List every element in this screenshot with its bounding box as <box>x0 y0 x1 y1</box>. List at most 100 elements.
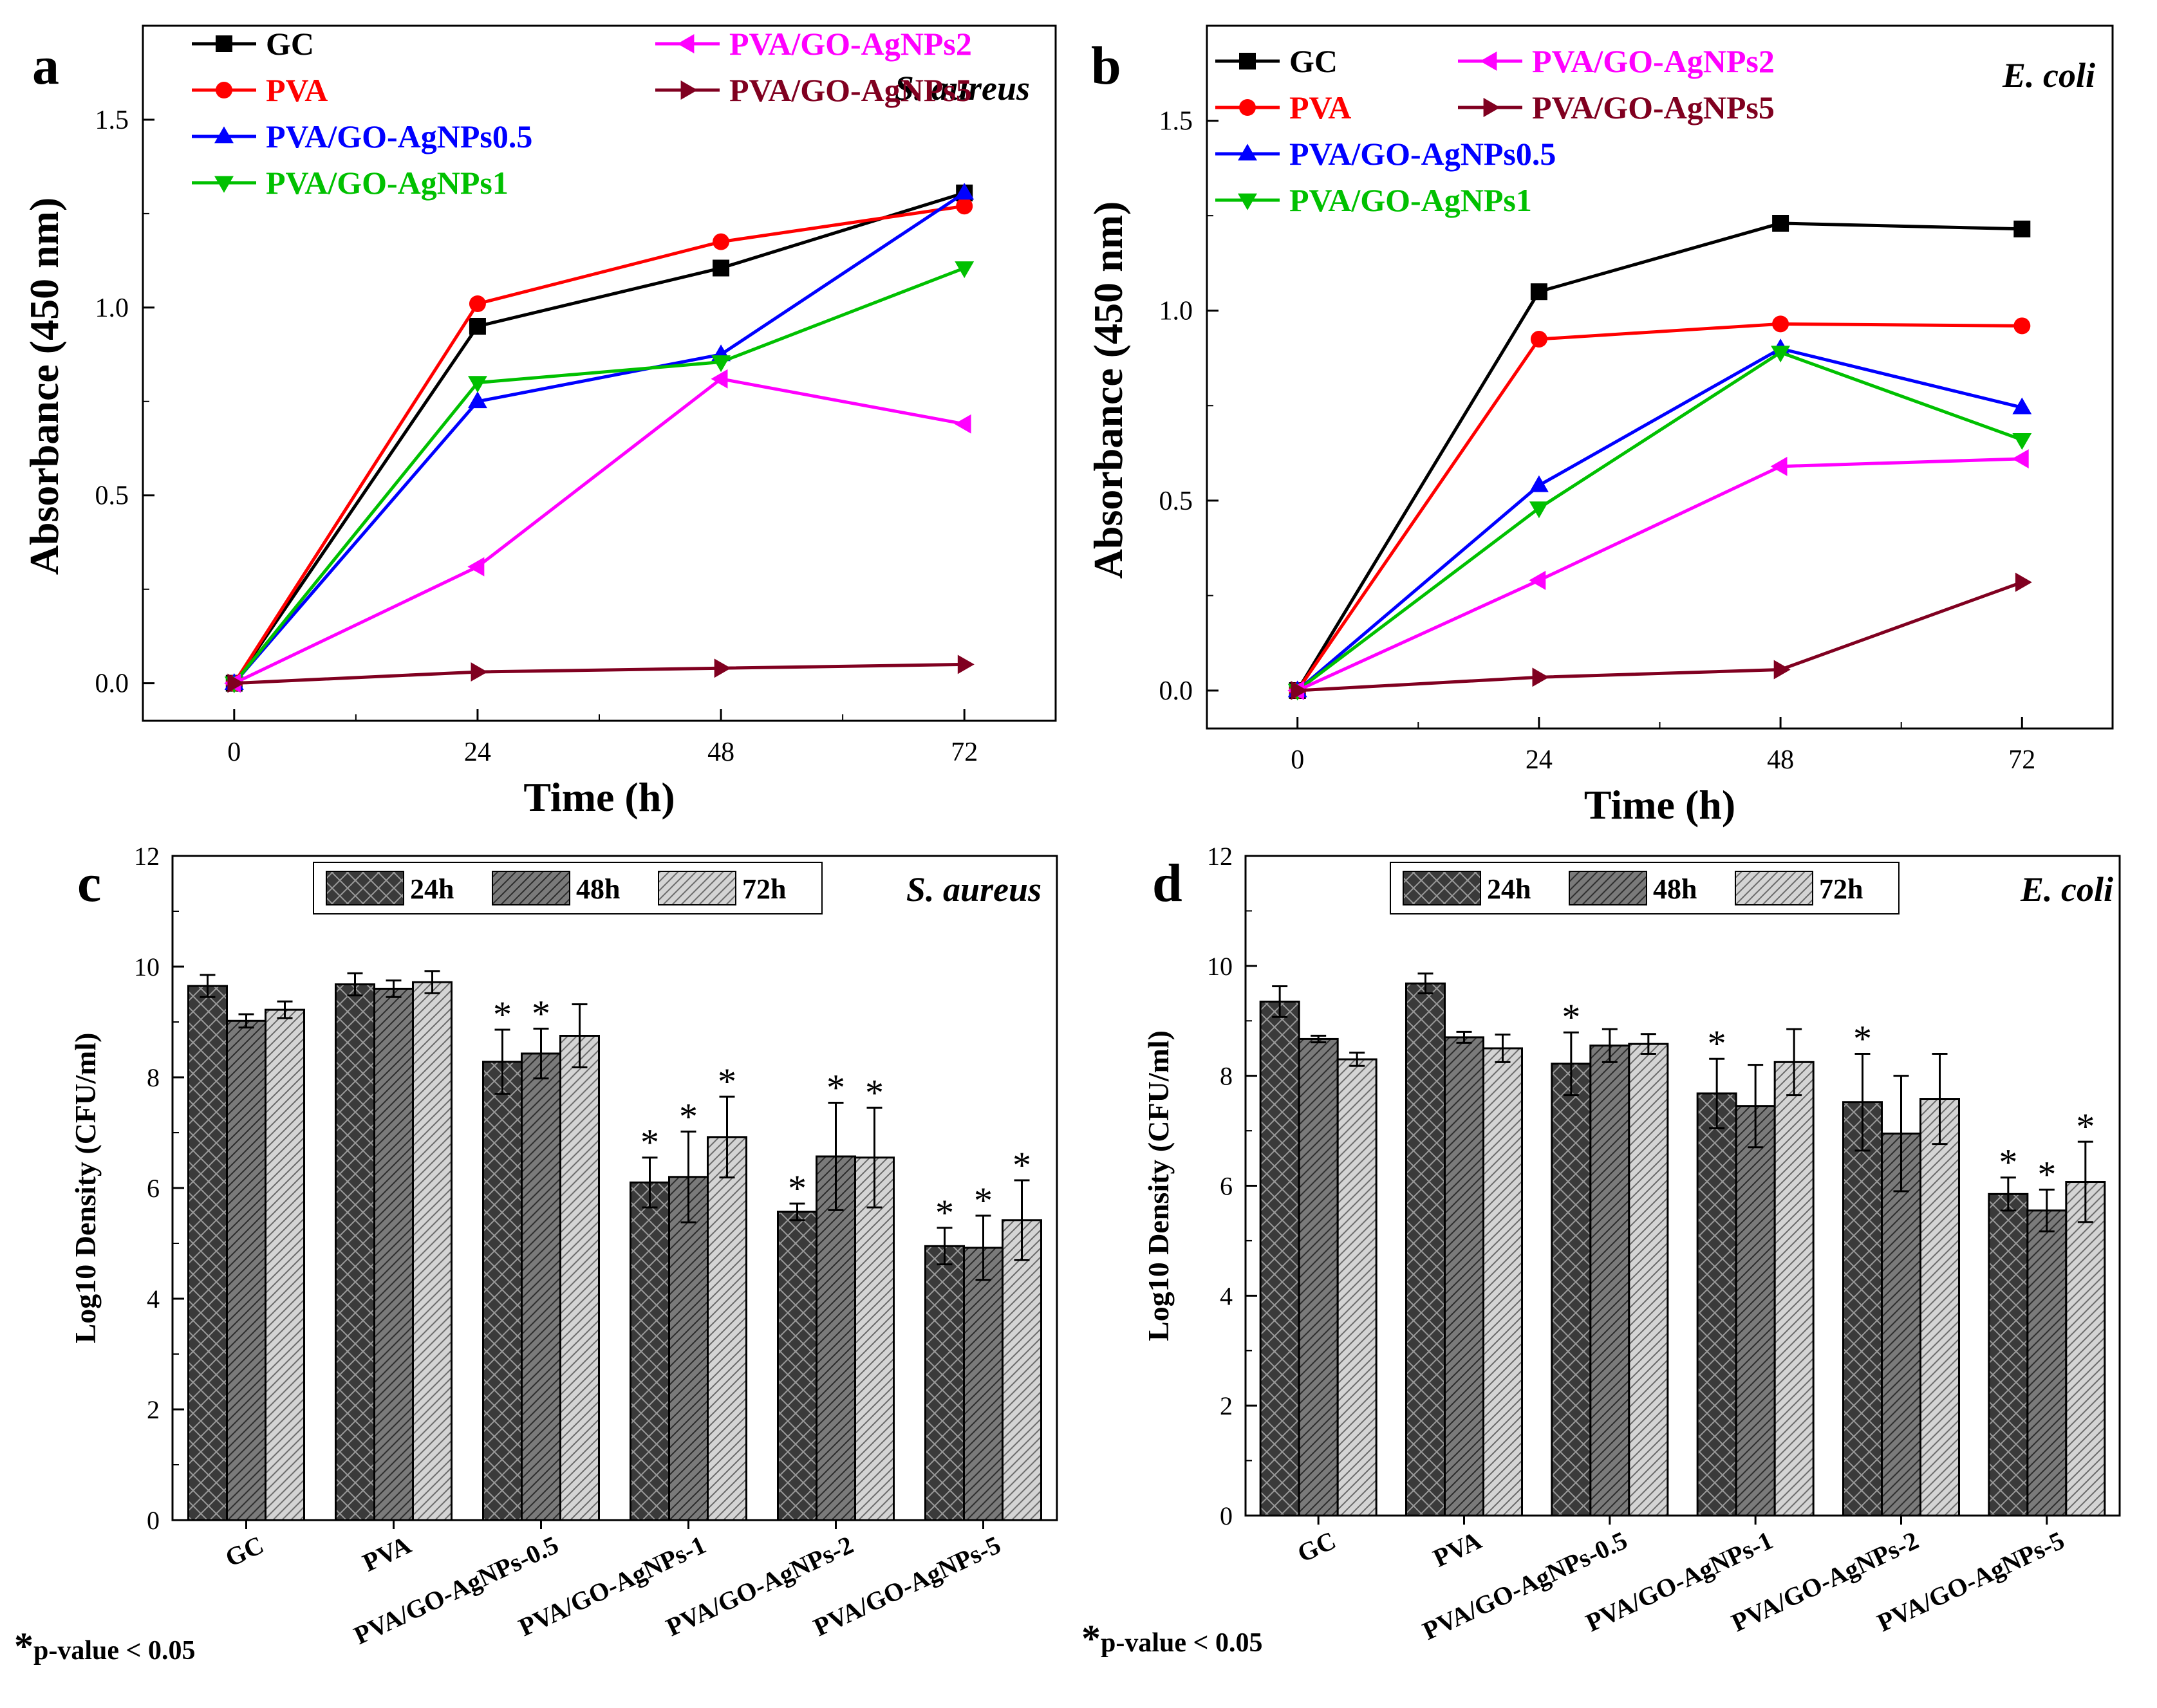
bar-24h <box>482 1061 523 1521</box>
data-point <box>714 658 731 678</box>
significance-star: * <box>1708 1023 1726 1064</box>
y-tick-label: 10 <box>134 952 160 981</box>
legend-label: PVA/GO-AgNPs1 <box>266 165 509 201</box>
y-tick-label: 0.5 <box>1159 487 1193 516</box>
legend-marker <box>216 82 232 98</box>
legend-swatch <box>658 871 736 905</box>
legend-marker <box>680 80 698 100</box>
y-tick-label: 4 <box>147 1285 160 1313</box>
bar-72h <box>1919 1098 1960 1517</box>
x-tick-label: GC <box>221 1530 268 1572</box>
y-tick-label: 4 <box>1220 1281 1233 1310</box>
bar-48h <box>1881 1132 1921 1517</box>
y-axis-label: Log10 Density (CFU/ml) <box>69 1033 102 1344</box>
footnote-d-text: p-value < 0.05 <box>1101 1628 1262 1658</box>
legend-swatch <box>1569 871 1647 905</box>
series-line-GC <box>232 191 965 685</box>
bar-72h <box>1773 1061 1815 1517</box>
legend-label: 48h <box>576 873 620 905</box>
bar-72h <box>559 1035 600 1521</box>
legend-swatch <box>1735 871 1813 905</box>
x-tick-label: 24 <box>1526 745 1553 775</box>
legend-marker <box>1239 53 1256 70</box>
data-point <box>713 233 730 250</box>
data-point <box>1771 346 1791 363</box>
panel-d-letter: d <box>1152 853 1182 913</box>
significance-star: * <box>1853 1018 1872 1060</box>
data-point <box>1530 283 1547 301</box>
legend-marker <box>214 176 234 193</box>
panel-a-letter: a <box>32 36 59 96</box>
x-tick-label: 48 <box>707 738 734 767</box>
legend-label: 24h <box>410 873 454 905</box>
data-point <box>956 198 973 215</box>
series-line-PVA-GO-AgNPs5 <box>1297 580 2023 692</box>
data-point <box>713 259 730 277</box>
bar-24h <box>187 985 228 1521</box>
bar-24h <box>1842 1101 1883 1517</box>
y-tick-label: 1.5 <box>1159 107 1193 136</box>
bar-48h <box>373 987 414 1521</box>
legend-label: 48h <box>1653 873 1697 905</box>
x-tick-label: PVA <box>358 1530 415 1577</box>
series-line-PVA-GO-AgNPs2 <box>1296 457 2022 692</box>
y-tick-label: 12 <box>134 842 160 871</box>
y-tick-label: 8 <box>147 1063 160 1092</box>
significance-star: * <box>788 1167 807 1209</box>
legend-label: 72h <box>742 873 786 905</box>
significance-star: * <box>1013 1144 1031 1186</box>
data-point <box>469 295 486 312</box>
panel-c-axes-frame <box>171 855 1058 1521</box>
legend-marker <box>677 34 695 53</box>
y-tick-label: 0 <box>1220 1501 1233 1530</box>
y-tick-label: 2 <box>147 1395 160 1424</box>
y-tick-label: 0.5 <box>95 481 129 511</box>
bar-72h <box>1628 1043 1669 1517</box>
data-point <box>2012 397 2032 414</box>
bar-24h <box>777 1211 817 1521</box>
bar-48h <box>816 1155 856 1521</box>
significance-star: * <box>935 1192 954 1234</box>
legend-swatch <box>326 871 404 905</box>
bar-48h <box>963 1247 1004 1521</box>
significance-star: * <box>718 1061 736 1102</box>
bar-24h <box>1696 1092 1737 1517</box>
x-tick-label: 0 <box>1291 745 1304 775</box>
panel-b-organism: E. coli <box>2002 56 2095 95</box>
legend-swatch <box>492 871 570 905</box>
bar-72h <box>1336 1058 1377 1517</box>
y-tick-label: 1.0 <box>95 293 129 323</box>
series-line-PVA <box>232 204 965 684</box>
series-line-PVA-GO-AgNPs0.5 <box>232 191 966 685</box>
data-point <box>955 183 975 200</box>
significance-star: * <box>2076 1106 2095 1147</box>
panel-a: 0 24 48 72 0.0 0.5 1.0 1.5 Time (h) Absorbance (4… <box>21 24 1057 820</box>
legend-label: PVA/GO-AgNPs2 <box>1532 43 1775 79</box>
legend-marker <box>1483 98 1500 117</box>
data-point <box>1529 501 1549 519</box>
significance-star: * <box>2037 1153 2056 1195</box>
series-line-PVA-GO-AgNPs2 <box>233 377 965 685</box>
data-point <box>227 673 245 693</box>
data-point <box>467 557 485 577</box>
data-point <box>2013 317 2031 335</box>
bar-72h <box>2065 1181 2106 1517</box>
data-point <box>2012 449 2029 469</box>
legend-label: GC <box>266 26 314 62</box>
significance-star: * <box>1562 996 1580 1038</box>
y-tick-label: 0 <box>147 1506 160 1535</box>
bar-72h <box>265 1008 305 1521</box>
legend-label: GC <box>1289 43 1338 79</box>
x-tick-label: 24 <box>464 738 491 767</box>
y-tick-label: 12 <box>1207 842 1233 871</box>
series-line-PVA-GO-AgNPs1 <box>232 266 966 685</box>
significance-star: * <box>679 1095 698 1137</box>
legend-label: PVA/GO-AgNPs5 <box>729 72 972 108</box>
significance-star: * <box>532 992 550 1034</box>
bar-48h <box>2026 1209 2068 1517</box>
data-point <box>1532 667 1549 687</box>
bar-24h <box>1988 1193 2029 1517</box>
data-point <box>711 355 731 373</box>
